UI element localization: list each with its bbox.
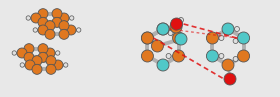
Circle shape: [238, 50, 249, 62]
Circle shape: [157, 23, 169, 35]
Circle shape: [26, 16, 31, 20]
Circle shape: [233, 56, 238, 61]
Circle shape: [38, 44, 48, 54]
Circle shape: [141, 50, 153, 62]
Circle shape: [157, 59, 169, 71]
Circle shape: [206, 32, 218, 44]
Circle shape: [59, 21, 69, 31]
Circle shape: [166, 54, 171, 58]
Circle shape: [12, 51, 17, 55]
Circle shape: [76, 28, 81, 32]
Circle shape: [141, 32, 153, 44]
Circle shape: [64, 63, 68, 67]
Circle shape: [24, 44, 34, 54]
Circle shape: [31, 13, 41, 23]
Circle shape: [53, 60, 63, 70]
Circle shape: [69, 16, 74, 20]
Circle shape: [179, 17, 183, 23]
Circle shape: [233, 39, 238, 43]
Circle shape: [172, 32, 185, 44]
Circle shape: [52, 9, 62, 19]
Circle shape: [219, 36, 224, 41]
Circle shape: [25, 60, 35, 70]
Circle shape: [141, 32, 153, 44]
Circle shape: [45, 21, 55, 31]
Circle shape: [52, 17, 62, 27]
Circle shape: [32, 64, 42, 74]
Circle shape: [172, 50, 185, 62]
Circle shape: [46, 56, 56, 66]
Circle shape: [38, 25, 48, 35]
Circle shape: [17, 48, 27, 58]
Circle shape: [66, 25, 76, 35]
Circle shape: [45, 29, 55, 39]
Circle shape: [170, 21, 182, 33]
Circle shape: [157, 23, 169, 35]
Circle shape: [38, 9, 48, 19]
Circle shape: [222, 23, 234, 35]
Circle shape: [20, 63, 24, 67]
Circle shape: [171, 18, 183, 30]
Circle shape: [55, 51, 60, 55]
Circle shape: [151, 40, 164, 52]
Circle shape: [235, 26, 239, 32]
Circle shape: [219, 54, 224, 58]
Circle shape: [24, 52, 34, 62]
Circle shape: [33, 28, 38, 32]
Circle shape: [206, 50, 218, 62]
Circle shape: [59, 13, 69, 23]
Circle shape: [38, 17, 48, 27]
Circle shape: [59, 29, 69, 39]
Circle shape: [238, 32, 249, 44]
Circle shape: [224, 73, 236, 85]
Circle shape: [222, 59, 234, 71]
Circle shape: [168, 30, 173, 36]
Circle shape: [46, 64, 56, 74]
Circle shape: [175, 33, 187, 45]
Circle shape: [32, 56, 42, 66]
Circle shape: [45, 48, 55, 58]
Circle shape: [38, 52, 48, 62]
